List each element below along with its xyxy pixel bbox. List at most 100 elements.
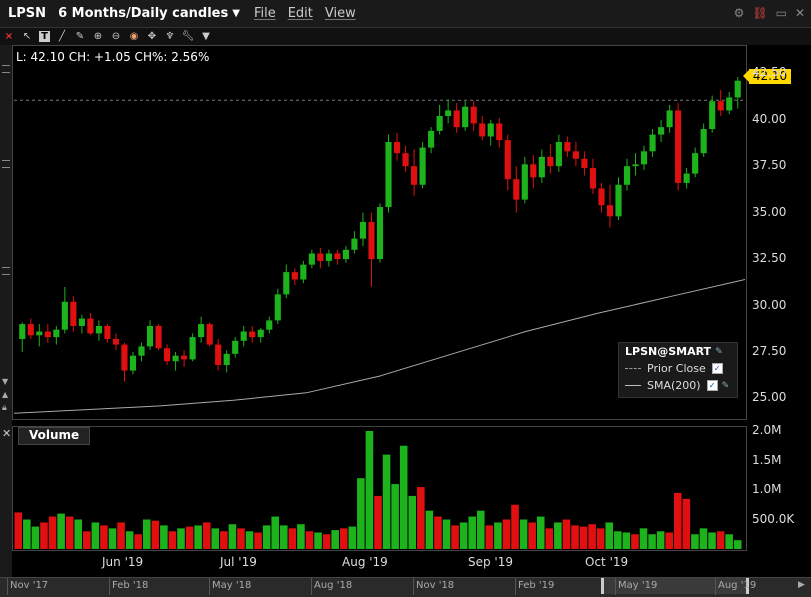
- pointer-icon[interactable]: ↖: [22, 31, 32, 42]
- candle-body: [223, 353, 230, 365]
- candle-body: [95, 325, 102, 334]
- volume-bar: [322, 534, 331, 549]
- close-icon[interactable]: ✕: [794, 6, 805, 20]
- link-icon[interactable]: ⛓: [752, 6, 768, 20]
- price-tick-label: 40.00: [752, 111, 787, 126]
- volume-bar: [605, 522, 614, 549]
- candle-body: [692, 153, 699, 174]
- lock-icon[interactable]: 🔒︎: [2, 403, 7, 413]
- pin-icon[interactable]: ✎: [715, 346, 723, 357]
- candle-body: [61, 301, 68, 330]
- pin-icon[interactable]: ✎: [721, 380, 730, 391]
- volume-bar: [160, 525, 168, 549]
- volume-bar: [399, 445, 408, 549]
- navigator-tick: [209, 578, 210, 595]
- candle-body: [70, 301, 77, 326]
- candle-body: [538, 156, 545, 178]
- scroll-right-icon[interactable]: ▶: [798, 580, 805, 590]
- candle-body: [232, 340, 239, 354]
- chevron-down-icon[interactable]: ▼: [202, 31, 210, 42]
- candle-body: [206, 324, 213, 345]
- candle-body: [266, 320, 273, 330]
- splitter-handle[interactable]: [2, 160, 10, 168]
- splitter-handle[interactable]: [2, 65, 10, 73]
- navigator-selection[interactable]: [601, 578, 749, 594]
- wrench-icon[interactable]: 🔧︎: [181, 31, 195, 42]
- candle-body: [513, 179, 520, 200]
- zoom-out-icon[interactable]: ⊖: [111, 31, 121, 42]
- splitter-handle[interactable]: [2, 267, 10, 275]
- candle-body: [734, 80, 741, 98]
- candle-body: [146, 325, 154, 347]
- magnet-icon[interactable]: ♆: [165, 31, 175, 42]
- volume-bar: [536, 516, 545, 549]
- pan-icon[interactable]: ✥: [147, 31, 157, 42]
- candle-body: [419, 147, 426, 185]
- draw-icon[interactable]: ✎: [75, 31, 85, 42]
- volume-bar: [331, 530, 339, 549]
- menu-file[interactable]: File: [253, 6, 276, 21]
- minimize-icon[interactable]: ▭: [775, 6, 787, 20]
- volume-bar: [648, 534, 656, 549]
- scroll-up-icon[interactable]: ▲: [2, 390, 9, 399]
- navigator-tick-label: Nov '18: [416, 580, 455, 591]
- candle-body: [428, 130, 435, 148]
- candle-body: [317, 253, 324, 261]
- menu-view[interactable]: View: [324, 6, 356, 21]
- close-icon[interactable]: ✕: [2, 427, 12, 440]
- candle-body: [675, 110, 682, 183]
- candle-body: [359, 221, 367, 239]
- trendline-icon[interactable]: ╱: [58, 31, 66, 42]
- volume-bar: [682, 498, 691, 549]
- crosshair-icon[interactable]: ◉: [129, 31, 139, 42]
- volume-bar: [545, 528, 554, 549]
- candle-body: [240, 331, 247, 341]
- candle-body: [632, 164, 639, 167]
- solid-line-icon: [625, 385, 641, 386]
- volume-bar: [177, 528, 185, 549]
- gear-icon[interactable]: ⚙: [733, 6, 745, 20]
- candle-body: [138, 346, 145, 356]
- candle-body: [342, 249, 349, 260]
- candle-body: [351, 238, 358, 250]
- candle-body: [717, 101, 724, 111]
- candle-body: [615, 184, 622, 217]
- text-icon[interactable]: T: [39, 31, 50, 42]
- candle-body: [36, 331, 43, 336]
- menu-edit[interactable]: Edit: [287, 6, 313, 21]
- volume-tick-label: 1.5M: [752, 452, 782, 467]
- candle-body: [521, 164, 528, 200]
- volume-bar: [74, 519, 83, 549]
- sma-checkbox[interactable]: ✓: [706, 380, 718, 391]
- title-bar: LPSN 6 Months/Daily candles ▼ File Edit …: [0, 0, 811, 28]
- volume-bar: [673, 492, 682, 549]
- candle-body: [462, 106, 469, 128]
- close-icon[interactable]: ×: [4, 31, 14, 42]
- navigator-tick-label: May '19: [618, 580, 658, 591]
- volume-bar: [442, 519, 451, 549]
- candle-body: [709, 101, 716, 130]
- candle-body: [666, 110, 673, 128]
- prior-close-checkbox[interactable]: ✓: [711, 363, 723, 374]
- navigator-tick-label: Feb '18: [112, 580, 149, 591]
- candle-body: [189, 337, 196, 360]
- volume-bar: [614, 531, 622, 549]
- candle-body: [623, 166, 631, 185]
- scroll-down-icon[interactable]: ▼: [2, 377, 9, 386]
- volume-bar: [459, 522, 468, 549]
- volume-bar: [14, 512, 23, 549]
- volume-bar: [716, 531, 725, 549]
- candle-body: [249, 331, 256, 338]
- chevron-down-icon[interactable]: ▼: [232, 8, 240, 19]
- date-tick-label: Sep '19: [468, 555, 513, 569]
- candle-body: [27, 324, 34, 336]
- price-tick-label: 27.50: [752, 343, 787, 358]
- zoom-in-icon[interactable]: ⊕: [93, 31, 103, 42]
- volume-bar: [31, 526, 40, 549]
- period-selector[interactable]: 6 Months/Daily candles: [58, 6, 229, 21]
- candle-body: [300, 264, 307, 280]
- symbol-label[interactable]: LPSN: [8, 6, 47, 21]
- volume-tick-label: 1.0M: [752, 482, 782, 496]
- volume-bar: [391, 484, 399, 549]
